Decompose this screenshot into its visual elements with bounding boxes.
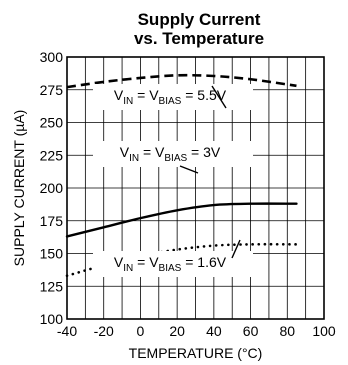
x-axis-label: TEMPERATURE (°C)	[129, 345, 263, 361]
y-tick-label: 225	[40, 147, 64, 163]
x-tick-label: 20	[169, 323, 185, 339]
x-tick-label: 100	[312, 323, 336, 339]
y-tick-label: 300	[40, 49, 64, 65]
y-tick-label: 125	[40, 278, 64, 294]
series-line-2	[67, 204, 296, 237]
x-tick-label: 0	[137, 323, 145, 339]
x-tick-label: 80	[279, 323, 295, 339]
y-tick-label: 250	[40, 115, 64, 131]
y-tick-label: 275	[40, 82, 64, 98]
x-tick-label: 60	[243, 323, 259, 339]
y-tick-label: 175	[40, 213, 64, 229]
x-tick-label: 40	[206, 323, 222, 339]
y-axis-label: SUPPLY CURRENT (µA)	[11, 110, 27, 267]
y-tick-label: 150	[40, 246, 64, 262]
x-tick-label: -20	[94, 323, 114, 339]
y-tick-label: 100	[40, 311, 64, 327]
y-tick-label: 200	[40, 180, 64, 196]
